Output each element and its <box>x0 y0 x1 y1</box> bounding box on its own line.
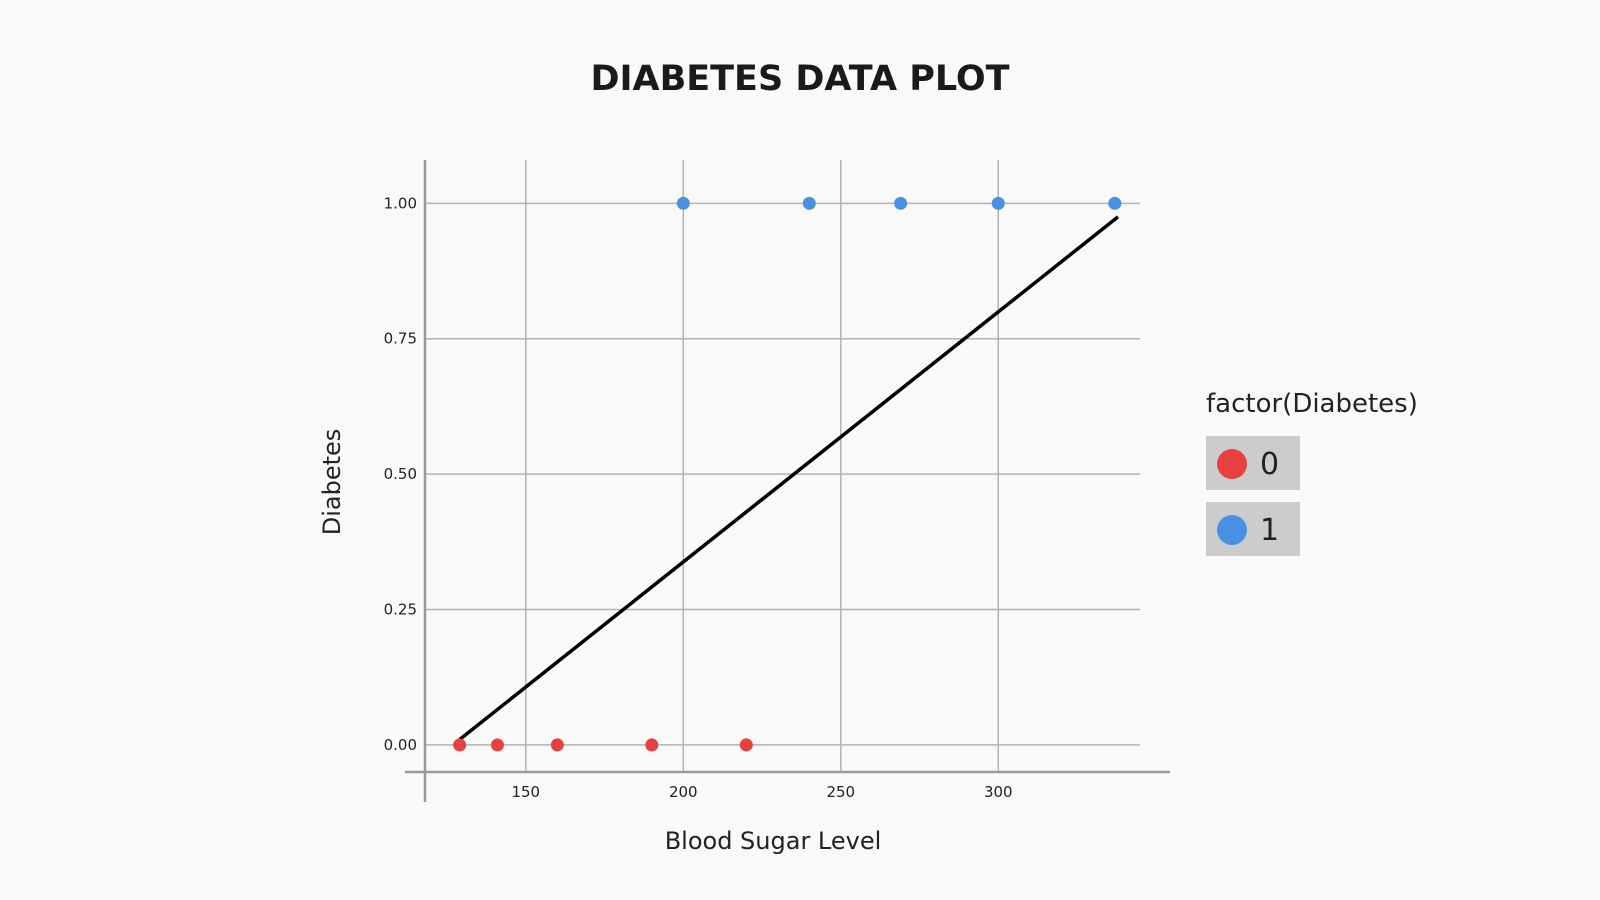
y-tick-label: 1.00 <box>384 194 417 212</box>
data-point-series-0 <box>739 738 753 752</box>
x-tick-label: 250 <box>826 783 855 801</box>
axes <box>405 160 1170 802</box>
legend-marker <box>1217 449 1247 479</box>
data-point-series-1 <box>1108 196 1122 210</box>
grid-lines <box>425 160 1140 772</box>
data-point-series-0 <box>453 738 467 752</box>
y-tick-label: 0.00 <box>384 736 417 754</box>
data-points <box>453 196 1122 752</box>
y-tick-label: 0.50 <box>384 465 417 483</box>
y-tick-labels: 0.00 0.25 0.50 0.75 1.00 <box>384 194 417 754</box>
legend-label: 0 <box>1260 447 1279 482</box>
data-point-series-1 <box>802 196 816 210</box>
fit-line <box>458 215 1120 741</box>
data-point-series-1 <box>991 196 1005 210</box>
legend-marker <box>1217 515 1247 545</box>
x-tick-label: 300 <box>984 783 1013 801</box>
legend-label: 1 <box>1260 513 1279 548</box>
y-tick-label: 0.75 <box>384 330 417 348</box>
data-point-series-1 <box>894 196 908 210</box>
y-tick-label: 0.25 <box>384 601 417 619</box>
x-axis-label: Blood Sugar Level <box>665 827 882 855</box>
fit-line-group <box>458 215 1120 741</box>
y-axis-label: Diabetes <box>318 429 346 536</box>
data-point-series-1 <box>676 196 690 210</box>
x-tick-labels: 150 200 250 300 <box>511 783 1012 801</box>
data-point-series-0 <box>490 738 504 752</box>
legend: factor(Diabetes) 0 1 <box>1206 389 1418 556</box>
chart-title: DIABETES DATA PLOT <box>590 59 1009 99</box>
data-point-series-0 <box>550 738 564 752</box>
x-tick-label: 150 <box>511 783 540 801</box>
legend-title: factor(Diabetes) <box>1206 389 1418 419</box>
data-point-series-0 <box>645 738 659 752</box>
x-tick-label: 200 <box>669 783 698 801</box>
